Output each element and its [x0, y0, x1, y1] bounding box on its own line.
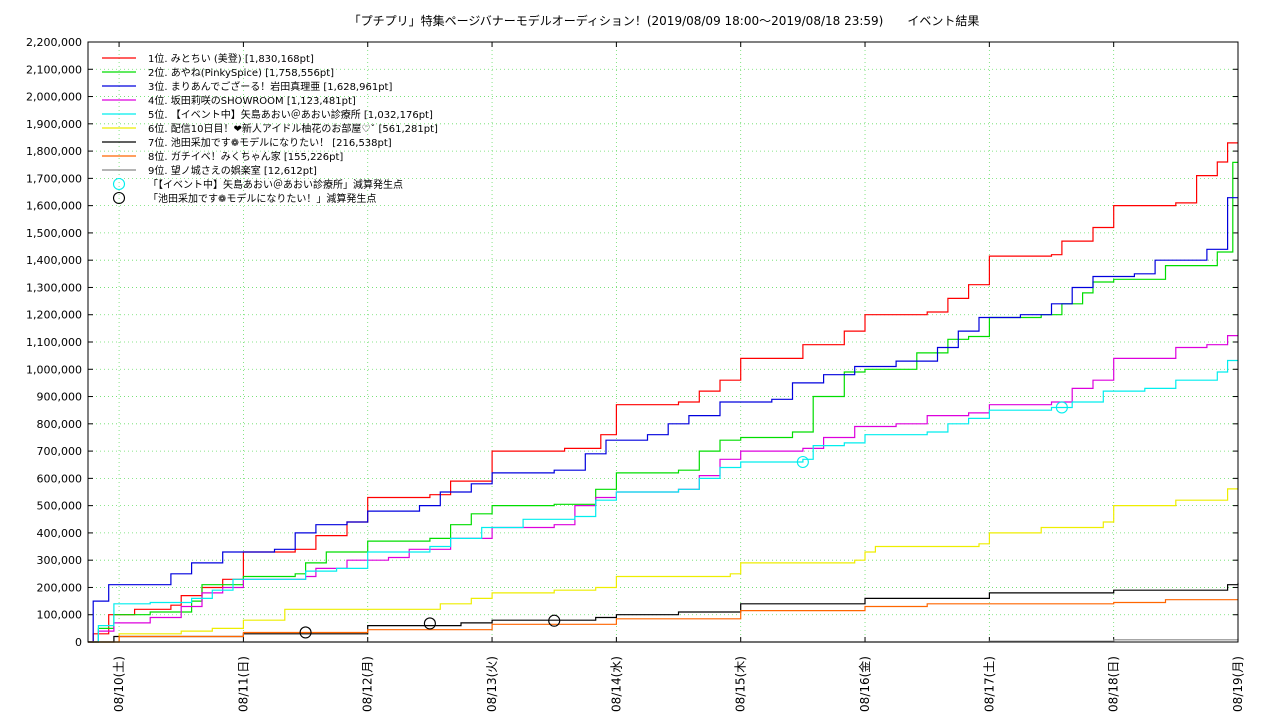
x-tick-label: 08/10(土)	[112, 656, 126, 712]
x-tick-label: 08/17(土)	[982, 656, 996, 712]
series-line-5	[88, 359, 1238, 643]
legend-label-2: 2位. あやね(PinkySpice) [1,758,556pt]	[148, 66, 334, 79]
y-tick-label: 0	[75, 636, 82, 649]
y-tick-label: 1,000,000	[26, 363, 82, 376]
marker-point-1	[1055, 401, 1068, 414]
legend-label-5: 5位. 【イベント中】矢島あおい＠あおい診療所 [1,032,176pt]	[148, 108, 433, 121]
y-tick-label: 300,000	[37, 554, 83, 567]
y-tick-label: 500,000	[37, 500, 83, 513]
series-line-8	[88, 599, 1238, 643]
x-tick-label: 08/18(日)	[1107, 656, 1121, 712]
y-tick-label: 800,000	[37, 418, 83, 431]
x-tick-label: 08/13(火)	[485, 656, 499, 712]
marker-point-2	[423, 617, 436, 630]
y-tick-label: 400,000	[37, 527, 83, 540]
y-tick-label: 1,500,000	[26, 227, 82, 240]
series-line-3	[88, 197, 1238, 643]
y-tick-label: 1,800,000	[26, 145, 82, 158]
y-tick-label: 700,000	[37, 445, 83, 458]
x-tick-label: 08/14(水)	[609, 656, 623, 712]
legend-label-6: 6位. 配信10日目！❤新人アイドル柚花のお部屋♡ˇ [561,281pt]	[148, 122, 438, 135]
x-tick-label: 08/16(金)	[857, 656, 872, 712]
y-tick-label: 600,000	[37, 472, 83, 485]
plot-frame	[87, 41, 1239, 643]
y-tick-label: 1,900,000	[26, 118, 82, 131]
y-tick-label: 1,400,000	[26, 254, 82, 267]
legend-marker-1	[112, 177, 126, 191]
y-tick-label: 1,600,000	[26, 200, 82, 213]
marker-point-1	[796, 455, 809, 469]
chart-title: 「プチプリ」特集ページバナーモデルオーディション！(2019/08/09 18:…	[349, 13, 980, 28]
legend-label-8: 8位. ガチイベ！みくちゃん家 [155,226pt]	[148, 150, 343, 163]
legend-label-7: 7位. 池田采加です❁モデルになりたい！ [216,538pt]	[148, 136, 392, 149]
y-tick-label: 2,100,000	[26, 63, 82, 76]
legend-label-4: 4位. 坂田莉咲のSHOWROOM [1,123,481pt]	[148, 94, 356, 107]
legend-label-3: 3位. まりあんでござーる！岩田真理亜 [1,628,961pt]	[148, 80, 392, 93]
y-tick-label: 1,300,000	[26, 281, 82, 294]
x-tick-label: 08/11(日)	[236, 656, 250, 712]
series-line-7	[88, 582, 1239, 643]
y-tick-label: 2,000,000	[26, 91, 82, 104]
series-line-9	[88, 638, 1239, 643]
y-tick-label: 200,000	[37, 581, 83, 594]
y-tick-label: 2,200,000	[26, 36, 82, 49]
y-tick-label: 900,000	[37, 391, 83, 404]
series-line-4	[88, 335, 1238, 643]
y-tick-label: 1,100,000	[26, 336, 82, 349]
series-line-6	[88, 488, 1238, 643]
legend-label-1: 1位. みとちい (美登) [1,830,168pt]	[148, 52, 314, 65]
legend-label-9: 9位. 望ノ城さえの娯楽室 [12,612pt]	[148, 164, 317, 177]
y-tick-label: 1,200,000	[26, 309, 82, 322]
legend-marker-2	[112, 191, 126, 205]
y-tick-label: 100,000	[37, 609, 83, 622]
y-tick-label: 1,700,000	[26, 172, 82, 185]
marker-point-2	[299, 626, 312, 639]
marker-point-2	[548, 614, 561, 627]
x-tick-label: 08/12(月)	[361, 656, 375, 712]
legend-marker-label-2: 「池田采加です❁モデルになりたい！」減算発生点	[148, 192, 376, 205]
x-tick-label: 08/15(木)	[734, 656, 748, 712]
series-line-1	[88, 142, 1238, 643]
x-tick-label: 08/19(月)	[1231, 656, 1245, 712]
legend-marker-label-1: 「【イベント中】矢島あおい＠あおい診療所」減算発生点	[148, 178, 403, 191]
